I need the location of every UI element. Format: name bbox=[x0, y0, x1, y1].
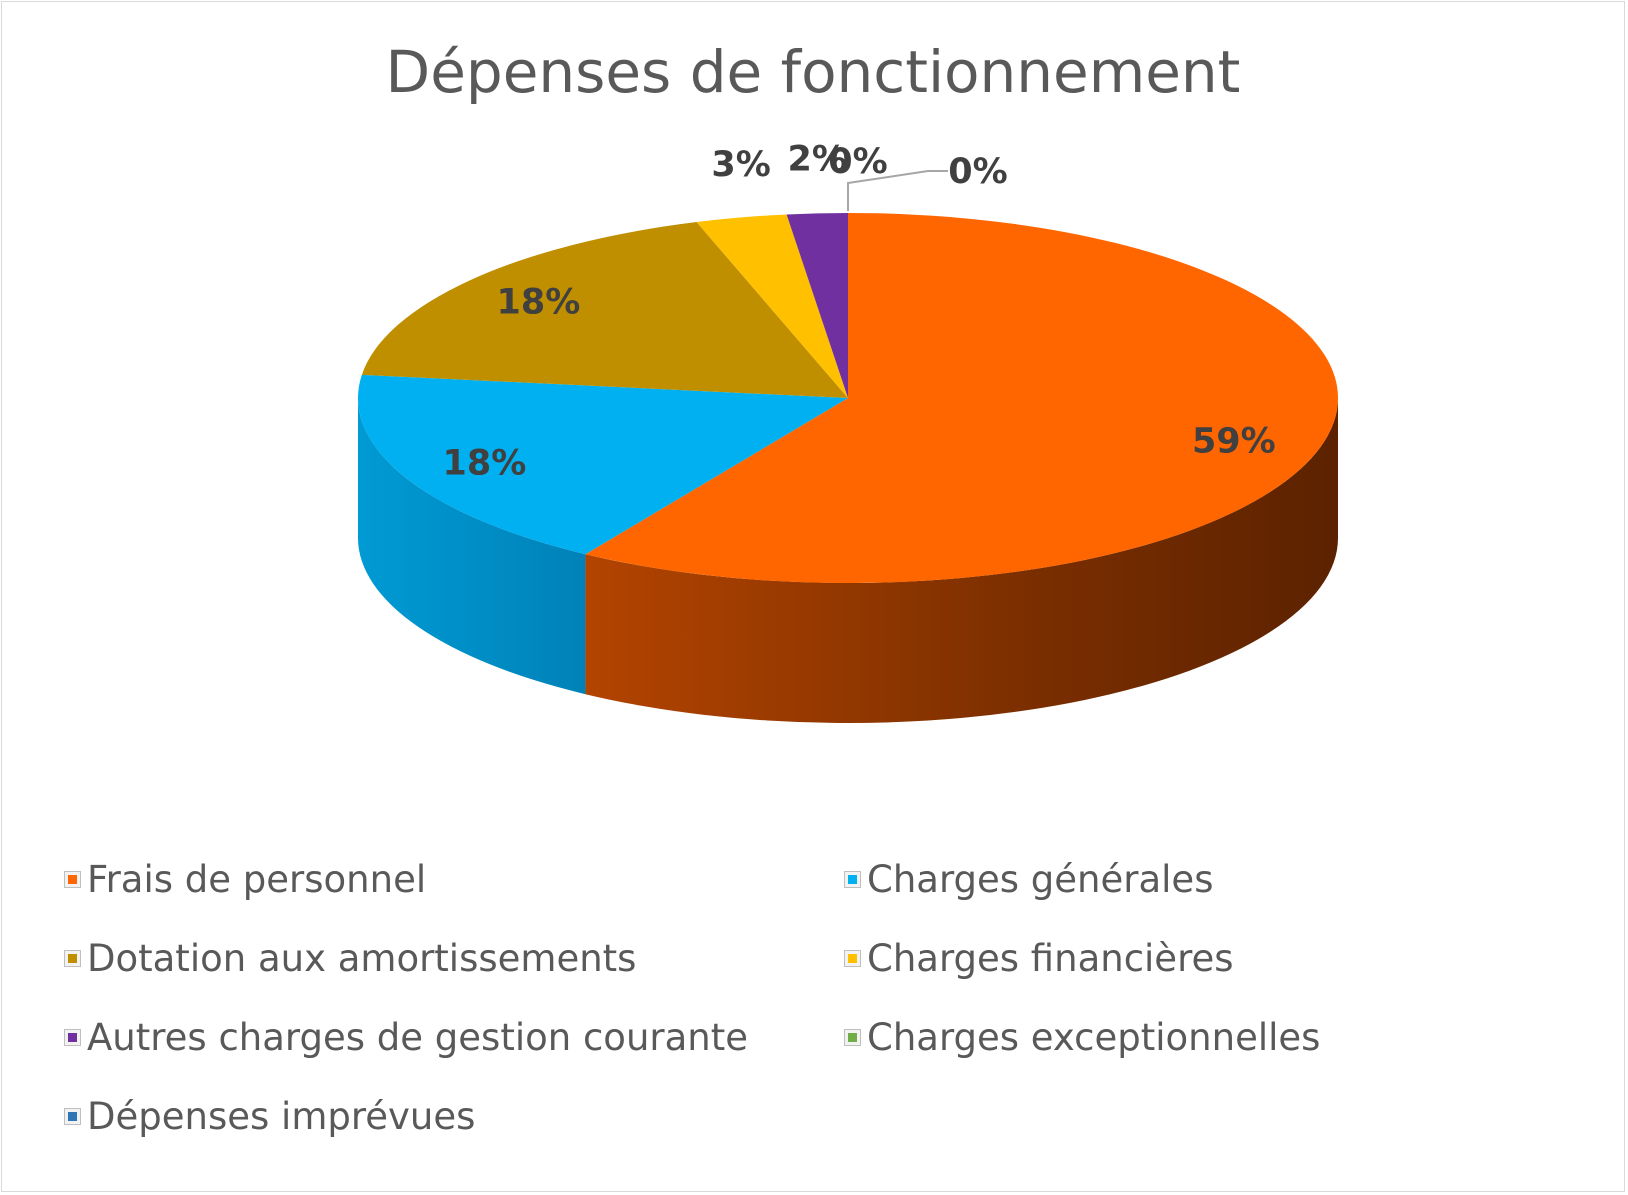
legend-swatch bbox=[64, 1029, 81, 1046]
legend-label: Charges générales bbox=[867, 858, 1214, 901]
leader-line-depenses-imprevues bbox=[847, 170, 948, 211]
legend-item-charges-financieres: Charges financières bbox=[844, 937, 1234, 980]
legend-label: Autres charges de gestion courante bbox=[87, 1016, 748, 1059]
legend-swatch bbox=[64, 950, 81, 967]
pie-slice-dotation-aux-amortissements bbox=[361, 222, 848, 398]
pie-labels: 59%18%18%3% 2%0% 0% bbox=[443, 139, 1276, 483]
pie-sides bbox=[358, 398, 1338, 723]
legend-item-frais-de-personnel: Frais de personnel bbox=[64, 858, 426, 901]
legend-swatch bbox=[64, 1108, 81, 1125]
data-label-charges-generales: 18% bbox=[443, 444, 527, 484]
data-label-autres-charges-de-gestion-courante: 2% bbox=[788, 139, 847, 179]
data-label-charges-financieres: 3% bbox=[711, 145, 770, 185]
legend-item-depenses-imprevues: Dépenses imprévues bbox=[64, 1095, 475, 1138]
legend-swatch bbox=[64, 871, 81, 888]
legend-swatch bbox=[844, 1029, 861, 1046]
legend-item-charges-exceptionnelles: Charges exceptionnelles bbox=[844, 1016, 1320, 1059]
legend-swatch bbox=[844, 871, 861, 888]
legend-label: Frais de personnel bbox=[87, 858, 427, 901]
legend-label: Charges exceptionnelles bbox=[867, 1016, 1321, 1059]
legend-item-autres-charges-de-gestion-courante: Autres charges de gestion courante bbox=[64, 1016, 748, 1059]
legend-label: Dotation aux amortissements bbox=[87, 937, 637, 980]
legend-label: Charges financières bbox=[867, 937, 1234, 980]
chart-title: Dépenses de fonctionnement bbox=[385, 38, 1241, 106]
legend-item-dotation-aux-amortissements: Dotation aux amortissements bbox=[64, 937, 636, 980]
legend-swatch bbox=[844, 950, 861, 967]
pie-side-frais-de-personnel bbox=[585, 398, 1338, 723]
data-label-depenses-imprevues: 0% bbox=[948, 152, 1007, 192]
pie-slice-autres-charges-de-gestion-courante bbox=[786, 213, 848, 398]
pie-side-charges-generales bbox=[358, 398, 586, 695]
legend-label: Dépenses imprévues bbox=[87, 1095, 476, 1138]
data-label-frais-de-personnel: 59% bbox=[1192, 421, 1276, 461]
data-label-dotation-aux-amortissements: 18% bbox=[497, 282, 581, 322]
pie-tops bbox=[358, 213, 1338, 584]
pie-slice-charges-generales bbox=[358, 374, 848, 555]
data-label-charges-exceptionnelles: 0% bbox=[828, 142, 887, 182]
pie-slice-charges-financieres bbox=[696, 214, 848, 398]
pie-slice-frais-de-personnel bbox=[585, 213, 1338, 584]
legend-item-charges-generales: Charges générales bbox=[844, 858, 1213, 901]
